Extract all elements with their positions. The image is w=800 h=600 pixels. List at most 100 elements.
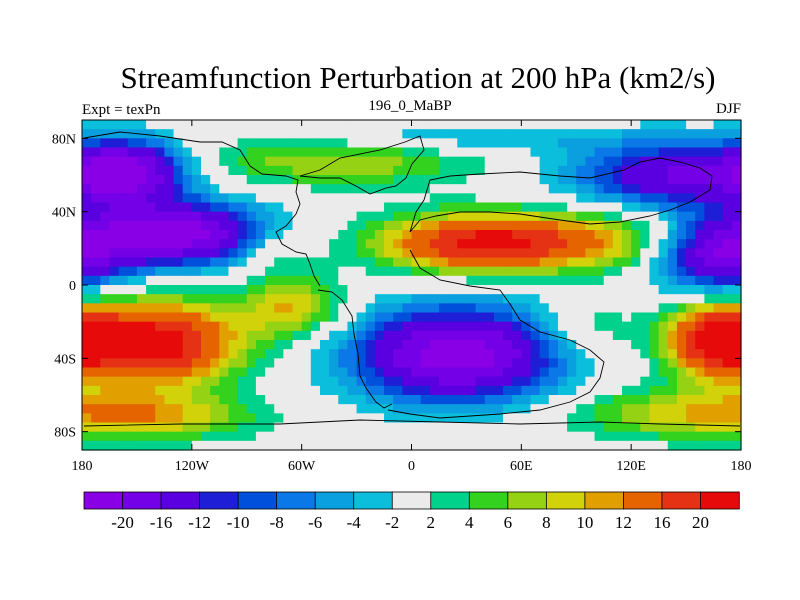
contour-cell [676,175,687,185]
coastline-africa [387,249,605,419]
contour-cell [210,367,220,378]
contour-cell [649,129,660,139]
contour-cell [686,220,696,231]
contour-cell [374,340,385,350]
contour-cell [329,303,339,314]
colorbar-label: -16 [150,513,173,532]
contour-cell [274,431,284,442]
contour-cell [695,431,705,442]
contour-cell [237,404,248,414]
contour-cell [237,138,248,149]
contour-cell [475,147,486,158]
contour-cell [567,266,577,277]
contour-cell [155,422,165,433]
contour-cell [512,440,522,451]
contour-cell [292,340,303,350]
contour-cell [219,184,230,194]
contour-cell [219,376,230,387]
contour-cell [622,358,632,369]
contour-cell [448,440,458,451]
contour-cell [594,184,605,194]
contour-cell [173,285,184,295]
contour-cell [503,404,513,414]
contour-cell [136,120,147,130]
contour-cell [649,422,660,433]
contour-cell [622,138,632,149]
contour-cell [301,202,312,213]
contour-cell [429,303,440,314]
contour-cell [557,312,568,323]
contour-cell [484,349,495,359]
contour-cell [374,165,385,176]
contour-cell [237,266,248,277]
contour-cell [503,220,513,231]
contour-cell [594,385,605,396]
contour-cell [622,349,632,359]
contour-cell [557,422,568,433]
contour-cell [210,230,220,240]
contour-cell [356,275,367,286]
contour-cell [658,340,669,350]
contour-cell [594,257,605,268]
contour-cell [612,422,623,433]
contour-cell [448,220,458,231]
contour-cell [393,358,403,369]
contour-cell [686,385,696,396]
contour-cell [146,340,156,350]
contour-cell [200,266,211,277]
contour-cell [713,330,724,341]
contour-cell [100,349,111,359]
contour-cell [246,367,257,378]
contour-cell [91,422,101,433]
contour-cell [155,248,165,259]
contour-cell [292,367,303,378]
contour-cell [310,165,321,176]
contour-cell [228,211,239,222]
contour-cell [374,230,385,240]
contour-cell [210,120,220,130]
contour-cell [576,358,586,369]
contour-cell [539,202,550,213]
contour-cell [283,395,294,405]
contour-cell [155,321,165,332]
contour-cell [374,266,385,277]
contour-cell [530,395,541,405]
contour-cell [557,248,568,259]
contour-cell [146,129,156,139]
contour-cell [530,257,541,268]
contour-cell [466,211,477,222]
contour-cell [100,257,111,268]
contour-cell [658,147,669,158]
contour-cell [82,349,92,359]
contour-cell [429,129,440,139]
contour-cell [466,330,477,341]
contour-cell [265,340,275,350]
contour-cell [118,303,129,314]
contour-cell [557,285,568,295]
contour-cell [686,239,696,249]
contour-cell [704,211,715,222]
contour-cell [640,239,651,249]
contour-cell [329,147,339,158]
contour-cell [438,129,449,139]
contour-cell [686,413,696,424]
contour-cell [557,184,568,194]
contour-cell [310,367,321,378]
contour-cell [182,230,193,240]
contour-cell [82,129,92,139]
contour-cell [274,413,284,424]
contour-cell [100,239,111,249]
contour-cell [557,230,568,240]
contour-cell [146,184,156,194]
contour-cell [493,312,504,323]
contour-cell [640,285,651,295]
contour-cell [503,413,513,424]
contour-cell [173,422,184,433]
contour-cell [310,330,321,341]
contour-cell [612,349,623,359]
contour-cell [658,230,669,240]
contour-cell [603,211,614,222]
contour-cell [109,175,120,185]
contour-cell [557,266,568,277]
contour-cell [219,175,230,185]
